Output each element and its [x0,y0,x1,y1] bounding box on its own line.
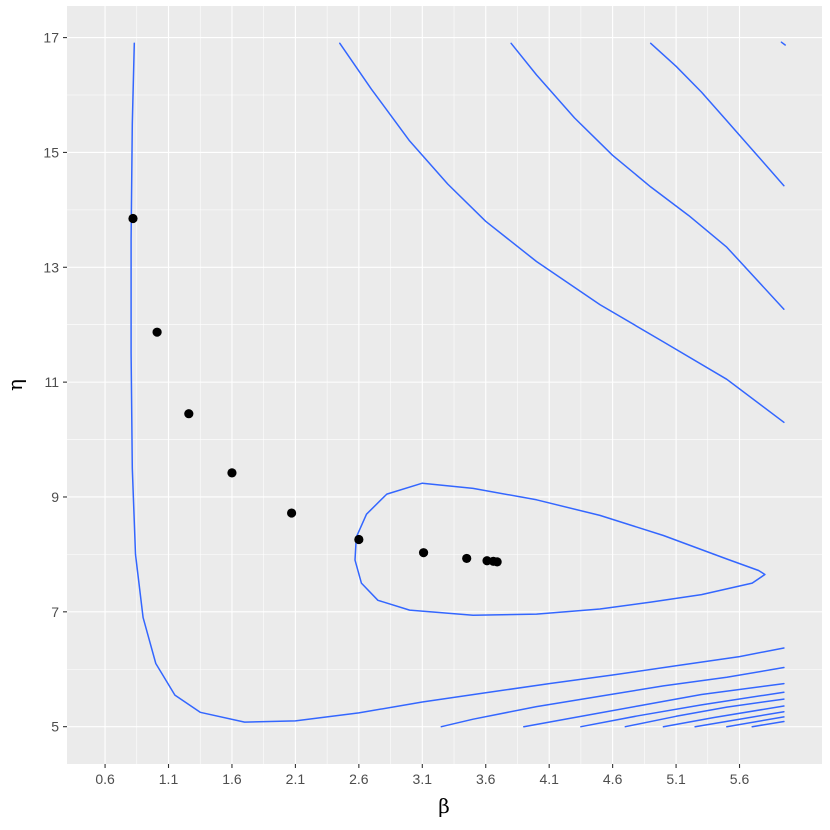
x-tick-label: 5.6 [730,771,750,787]
x-tick-label: 4.1 [539,771,559,787]
y-tick-label: 15 [43,144,59,160]
x-tick-label: 2.6 [349,771,369,787]
y-tick-label: 13 [43,259,59,275]
x-tick-label: 0.6 [95,771,115,787]
y-tick-label: 17 [43,30,59,46]
contour-line-bottom-7 [726,716,785,728]
contour-line-bottom-1 [440,666,785,728]
contour-lines [130,41,786,728]
data-point [418,548,429,558]
data-point [227,468,237,478]
contour-line-top-3 [649,42,785,187]
x-tick-label: 2.1 [286,771,306,787]
contour-line-bottom-3 [580,691,785,728]
contour-line-top-1 [339,42,785,424]
contour-line-bottom-2 [523,682,785,728]
contour-line-bottom-4 [624,698,785,728]
x-tick-label: 3.1 [413,771,433,787]
grid-major [67,6,822,764]
contour-line-bottom-5 [662,705,785,728]
x-axis-title: β [438,794,450,818]
contour-line-inner-loop [354,482,766,617]
y-tick-label: 9 [51,489,59,505]
x-tick-label: 1.1 [159,771,179,787]
data-point [152,327,162,337]
contour-line-bottom-8 [751,720,785,728]
x-tick-label: 5.1 [666,771,686,787]
contour-line-bottom-6 [694,710,785,728]
contour-line-outer-u [130,42,785,723]
data-point [354,534,364,545]
data-point [128,213,138,224]
data-point [286,508,297,518]
data-point [492,557,502,567]
data-point [462,553,472,564]
data-points [128,213,502,567]
y-tick-label: 5 [51,719,59,735]
grid-minor [67,6,822,764]
y-axis-title: η [3,379,27,391]
contour-line-top-2 [510,42,785,310]
x-tick-label: 4.6 [603,771,623,787]
data-point [184,409,194,419]
x-axis-ticks: 0.6 1.1 1.6 2.1 2.6 3.1 3.6 4.1 4.6 5.1 5.6 [95,764,749,787]
plot-panel [67,6,822,764]
y-tick-label: 11 [44,374,59,390]
contour-line-top-4 [780,41,786,46]
x-tick-label: 1.6 [222,771,242,787]
y-tick-label: 7 [51,604,59,620]
x-tick-label: 3.6 [476,771,496,787]
y-axis-ticks: 5 7 9 11 13 15 17 [43,30,67,735]
